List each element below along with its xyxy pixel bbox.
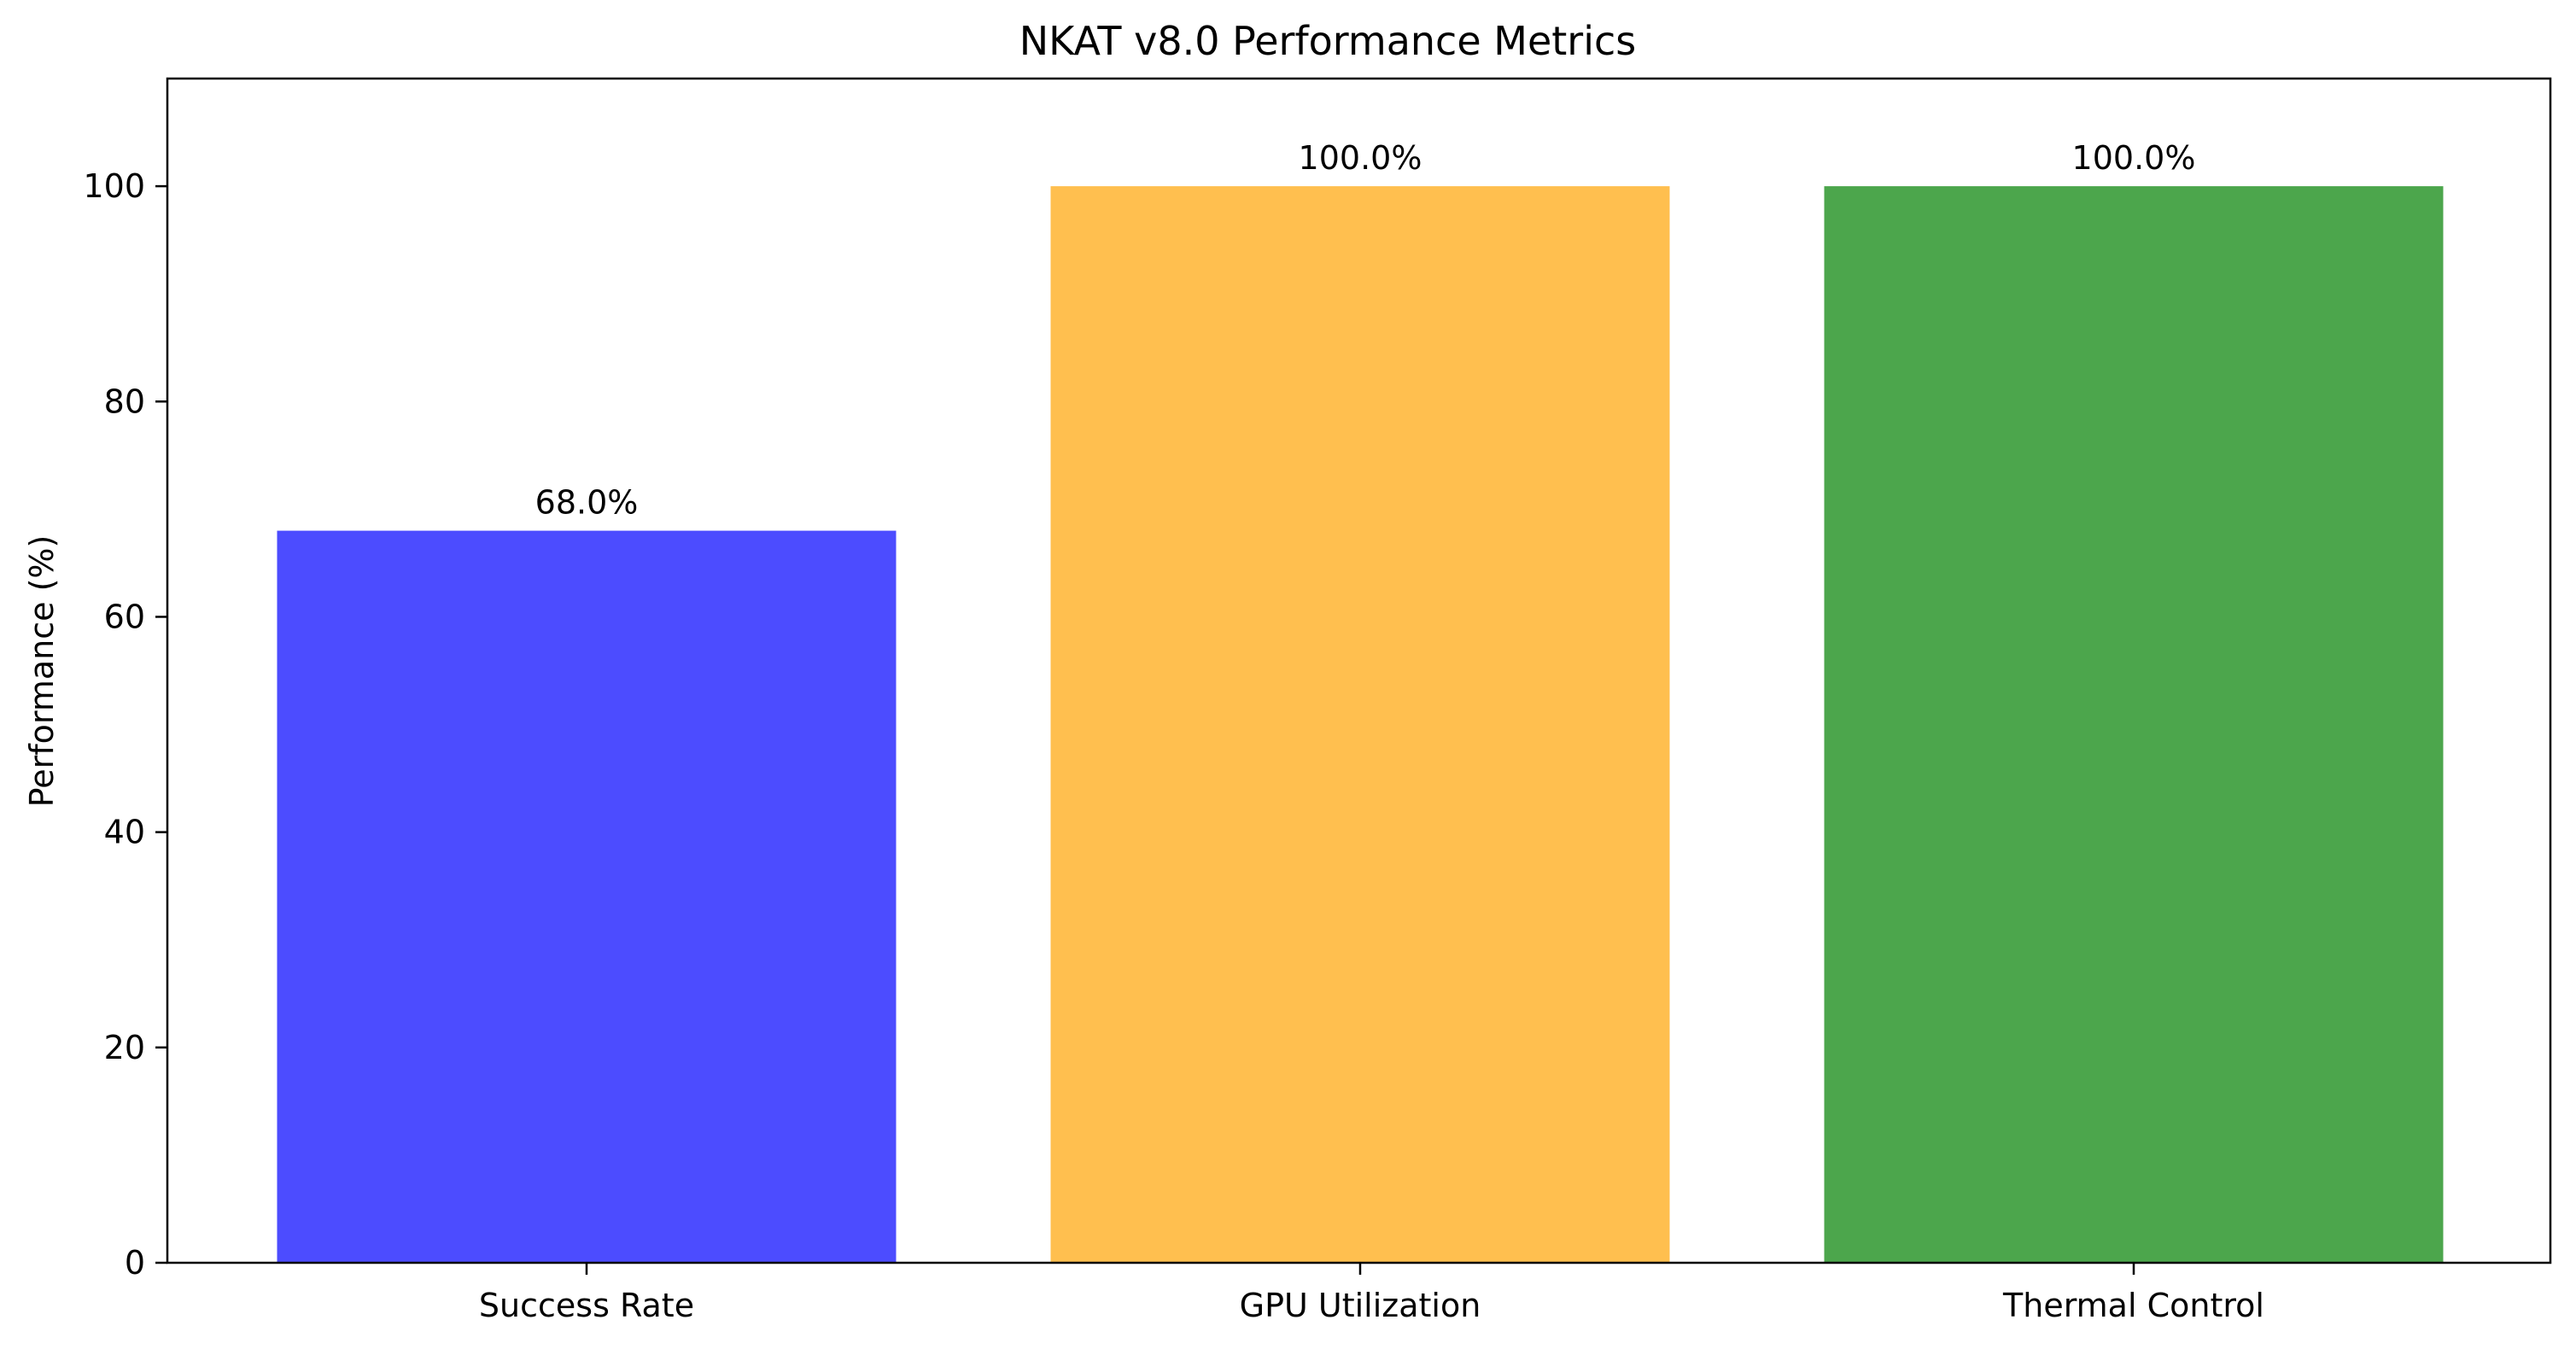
y-tick-label-3: 60	[104, 598, 145, 635]
y-tick-label-1: 20	[104, 1029, 145, 1066]
x-tick-label-2: Thermal Control	[2002, 1287, 2264, 1324]
data-label-0: 68.0%	[535, 484, 639, 522]
plot-frame	[166, 77, 2552, 1264]
bar-thermal-control	[1824, 186, 2444, 1263]
y-tick-label-2: 40	[104, 814, 145, 851]
y-tick-label-0: 0	[125, 1244, 145, 1282]
plot-area: 68.0% Success Rate 100.0% GPU Utilization 10…	[83, 77, 2552, 1324]
chart-title: NKAT v8.0 Performance Metrics	[1019, 18, 1636, 64]
y-tick-label-4: 80	[104, 383, 145, 420]
x-tick-label-1: GPU Utilization	[1240, 1287, 1481, 1324]
y-axis-label: Performance (%)	[23, 535, 61, 808]
bar-success-rate	[277, 530, 897, 1263]
y-tick-label-5: 100	[83, 167, 145, 205]
x-tick-label-0: Success Rate	[479, 1287, 694, 1324]
bar-gpu-utilization	[1050, 186, 1670, 1263]
data-label-1: 100.0%	[1299, 139, 1422, 177]
data-label-2: 100.0%	[2072, 139, 2196, 177]
